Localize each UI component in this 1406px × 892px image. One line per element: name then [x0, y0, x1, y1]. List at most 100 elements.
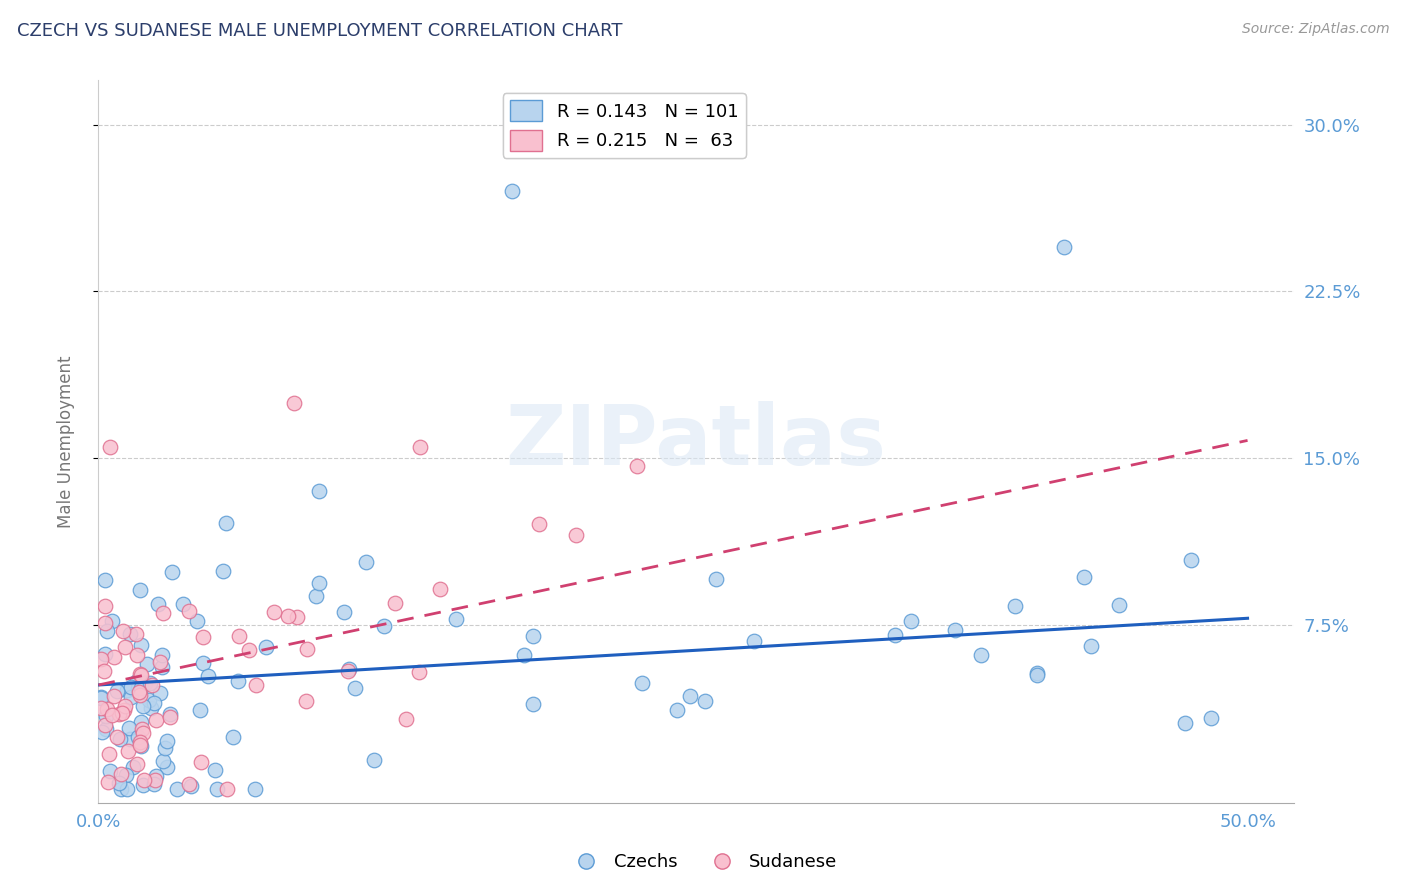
Point — [129, 681, 152, 695]
Point — [1026, 665, 1049, 680]
Point — [132, 772, 155, 787]
Point — [108, 776, 131, 790]
Point — [384, 596, 406, 610]
Y-axis label: Male Unemployment: Male Unemployment — [56, 355, 75, 528]
Point — [93, 573, 115, 587]
Point — [124, 627, 146, 641]
Point — [626, 458, 648, 473]
Point — [254, 640, 277, 655]
Point — [245, 782, 267, 797]
Point — [155, 740, 177, 755]
Point — [943, 623, 966, 637]
Text: Source: ZipAtlas.com: Source: ZipAtlas.com — [1241, 22, 1389, 37]
Point — [446, 612, 468, 626]
Point — [408, 665, 430, 679]
Point — [142, 777, 165, 791]
Point — [94, 647, 117, 661]
Point — [131, 723, 153, 737]
Point — [429, 582, 451, 597]
Point — [150, 659, 173, 673]
Point — [1174, 715, 1197, 730]
Point — [193, 630, 215, 644]
Point — [205, 782, 228, 797]
Point — [129, 582, 152, 597]
Legend: Czechs, Sudanese: Czechs, Sudanese — [561, 847, 845, 879]
Point — [110, 732, 132, 747]
Point — [145, 769, 167, 783]
Point — [115, 782, 138, 797]
Point — [90, 651, 112, 665]
Point — [211, 564, 233, 578]
Point — [129, 739, 152, 753]
Point — [125, 648, 148, 662]
Point — [1053, 240, 1076, 254]
Point — [136, 657, 159, 672]
Point — [704, 572, 727, 586]
Point — [204, 763, 226, 777]
Point — [103, 690, 125, 704]
Point — [1108, 598, 1130, 612]
Point — [527, 517, 550, 532]
Point — [134, 676, 156, 690]
Point — [245, 678, 267, 692]
Point — [97, 775, 120, 789]
Point — [177, 604, 200, 618]
Text: CZECH VS SUDANESE MALE UNEMPLOYMENT CORRELATION CHART: CZECH VS SUDANESE MALE UNEMPLOYMENT CORR… — [17, 22, 623, 40]
Point — [295, 641, 318, 656]
Point — [98, 440, 121, 454]
Point — [94, 616, 117, 631]
Point — [180, 780, 202, 794]
Point — [969, 648, 991, 663]
Point — [522, 698, 544, 712]
Point — [336, 664, 359, 678]
Point — [742, 633, 765, 648]
Point — [90, 724, 112, 739]
Point — [150, 648, 173, 663]
Point — [1180, 553, 1202, 567]
Point — [93, 599, 115, 614]
Point — [343, 681, 366, 695]
Point — [97, 747, 120, 762]
Point — [93, 718, 115, 732]
Point — [131, 698, 153, 713]
Point — [114, 699, 136, 714]
Point — [129, 638, 152, 652]
Point — [115, 682, 138, 697]
Point — [149, 655, 172, 669]
Point — [90, 700, 112, 714]
Point — [363, 753, 385, 767]
Point — [94, 722, 117, 736]
Point — [188, 703, 211, 717]
Point — [166, 782, 188, 797]
Point — [94, 708, 117, 723]
Point — [305, 590, 328, 604]
Point — [159, 710, 181, 724]
Point — [177, 777, 200, 791]
Point — [112, 703, 135, 717]
Point — [665, 703, 688, 717]
Point — [127, 757, 149, 772]
Point — [373, 619, 395, 633]
Point — [129, 714, 152, 729]
Point — [96, 624, 118, 638]
Point — [145, 713, 167, 727]
Point — [1073, 570, 1095, 584]
Point — [103, 650, 125, 665]
Point — [1080, 639, 1102, 653]
Point — [695, 694, 717, 708]
Point — [105, 730, 128, 744]
Point — [263, 605, 285, 619]
Point — [679, 690, 702, 704]
Legend: R = 0.143   N = 101, R = 0.215   N =  63: R = 0.143 N = 101, R = 0.215 N = 63 — [503, 93, 745, 158]
Point — [132, 778, 155, 792]
Point — [132, 726, 155, 740]
Point — [308, 484, 330, 499]
Point — [138, 675, 160, 690]
Point — [138, 692, 160, 706]
Point — [222, 730, 245, 744]
Point — [215, 782, 238, 797]
Point — [191, 656, 214, 670]
Point — [228, 629, 250, 643]
Point — [333, 605, 356, 619]
Point — [96, 702, 118, 716]
